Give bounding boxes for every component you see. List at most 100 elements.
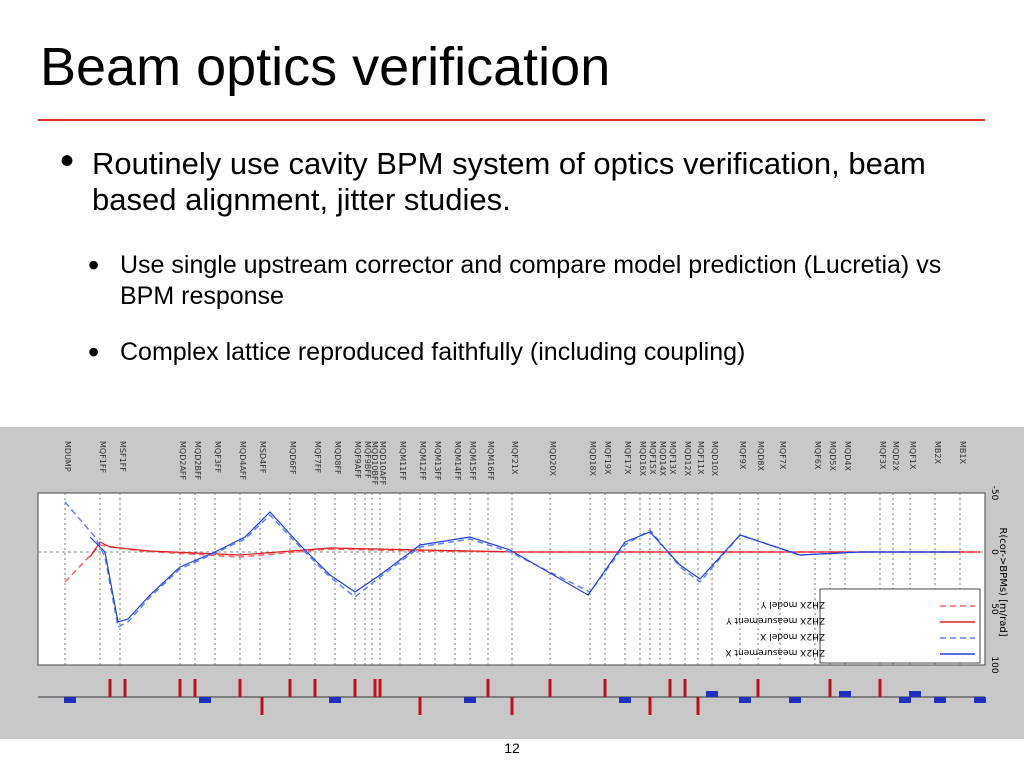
element-label: MQD5X [828, 441, 837, 471]
corrector-bar [373, 679, 377, 697]
corrector-bar [123, 679, 127, 697]
axis-ticks: -50 0 50 100 [989, 486, 999, 674]
element-label: MQM16FF [486, 441, 495, 481]
element-label: MQD20X [548, 441, 557, 477]
element-label: MQF17X [623, 441, 632, 475]
title-rule [38, 119, 985, 121]
element-label: MQF9X [738, 441, 747, 470]
bullet: • Routinely use cavity BPM system of opt… [60, 141, 982, 218]
element-label: MQD16X [638, 441, 647, 477]
corrector-bar [974, 697, 986, 703]
corrector-bar [353, 679, 357, 697]
element-label: MSF1FF [118, 441, 127, 472]
element-label: MQD4X [843, 441, 852, 471]
corrector-bar [418, 697, 422, 715]
corrector-bar [288, 679, 292, 697]
element-label: MB2X [933, 441, 942, 464]
corrector-bar [828, 679, 832, 697]
corrector-bar [464, 697, 476, 703]
element-label: MQF3FF [213, 441, 222, 473]
legend: ZH2X measurement X ZH2X model X ZH2X measu… [725, 599, 975, 657]
corrector-bar [378, 679, 382, 697]
measurement-y [89, 541, 980, 558]
corrector-bar [199, 697, 211, 703]
slide-title: Beam optics verification [40, 37, 611, 97]
element-label: MQM11FF [398, 441, 407, 481]
corrector-bar [313, 679, 317, 697]
element-label: MQD8FF [333, 441, 342, 475]
element-label: MQD12X [683, 441, 692, 477]
element-label: MQF3X [878, 441, 887, 470]
corrector-bar [329, 697, 341, 703]
element-label: MQF21X [510, 441, 519, 475]
element-label: MQM13FF [433, 441, 442, 481]
corrector-bar [683, 679, 687, 697]
axis-tick-label: 50 [989, 603, 999, 615]
legend-label: ZH2X measurement Y [726, 615, 825, 625]
element-label: MQF6X [813, 441, 822, 470]
element-label: MQF11X [696, 441, 705, 475]
element-label: MQD10AFF [378, 441, 387, 486]
element-label: MQF13X [668, 441, 677, 475]
element-label: MQD2X [891, 441, 900, 471]
corrector-bar [899, 697, 911, 703]
figure: MDUMP MQF1FF MSF1FF MQD2AFF MQD2BFF MQF3FF MQD… [0, 427, 1024, 739]
corrector-bar [739, 697, 751, 703]
element-label: MQD14X [658, 441, 667, 477]
element-label: MQD4AFF [238, 441, 247, 481]
element-label: MQD18X [588, 441, 597, 477]
corrector-bar [510, 697, 514, 715]
element-label: MQF19X [603, 441, 612, 475]
element-label: MQD2AFF [178, 441, 187, 481]
element-label: MQF15X [648, 441, 657, 475]
element-lines: MDUMP MQF1FF MSF1FF MQD2AFF MQD2BFF MQF3FF MQD… [63, 441, 967, 665]
element-label: MQF9AFF [353, 441, 362, 479]
corrector-bar [696, 697, 700, 715]
corrector-bar [878, 679, 882, 697]
corrector-bar [619, 697, 631, 703]
corrector-bar [789, 697, 801, 703]
corrector-bar [64, 697, 76, 703]
legend-label: ZH2X model X [760, 631, 825, 641]
element-label: MQF7X [778, 441, 787, 470]
element-label: MQD10BFF [370, 441, 379, 486]
corrector-bar [668, 679, 672, 697]
element-label: MB1X [958, 441, 967, 464]
corrector-bar [756, 679, 760, 697]
corrector-bar [238, 679, 242, 697]
element-label: MQD2BFF [193, 441, 202, 481]
corrector-bar [603, 679, 607, 697]
axis-label: R(cor->BPMs) [m/rad] [997, 527, 1008, 636]
corrector-bar [260, 697, 264, 715]
corrector-bar [486, 679, 490, 697]
axis-tick-label: -50 [989, 486, 999, 501]
corrector-bar [706, 691, 718, 697]
corrector-bar [108, 679, 112, 697]
bullet-text: Complex lattice reproduced faithfully (i… [120, 338, 746, 366]
corrector-bar [178, 679, 182, 697]
corrector-bar [934, 697, 946, 703]
element-label: MQM14FF [453, 441, 462, 481]
element-label: MQF1X [908, 441, 917, 470]
legend-label: ZH2X measurement X [725, 647, 825, 657]
axis-tick-label: 100 [989, 656, 999, 673]
axis-tick-label: 0 [989, 549, 999, 555]
corrector-bar [839, 691, 851, 697]
element-label: MQM15FF [468, 441, 477, 481]
model-x [64, 501, 960, 629]
element-label: MQF9BFF [363, 441, 372, 479]
bullet-text: Use single upstream corrector and compar… [120, 251, 942, 310]
element-label: MSD4FF [258, 441, 267, 474]
corrector-bar [648, 697, 652, 715]
element-label: MQD6FF [288, 441, 297, 475]
element-label: MQM12FF [418, 441, 427, 481]
corrector-bar [909, 691, 921, 697]
measurement-x [89, 511, 960, 623]
legend-box [819, 588, 981, 664]
sub-bullet: • Use single upstream corrector and comp… [88, 249, 970, 312]
element-label: MQF7FF [313, 441, 322, 473]
legend-label: ZH2X model Y [760, 599, 825, 609]
corrector-bar [193, 679, 197, 697]
corrector-bar [548, 679, 552, 697]
